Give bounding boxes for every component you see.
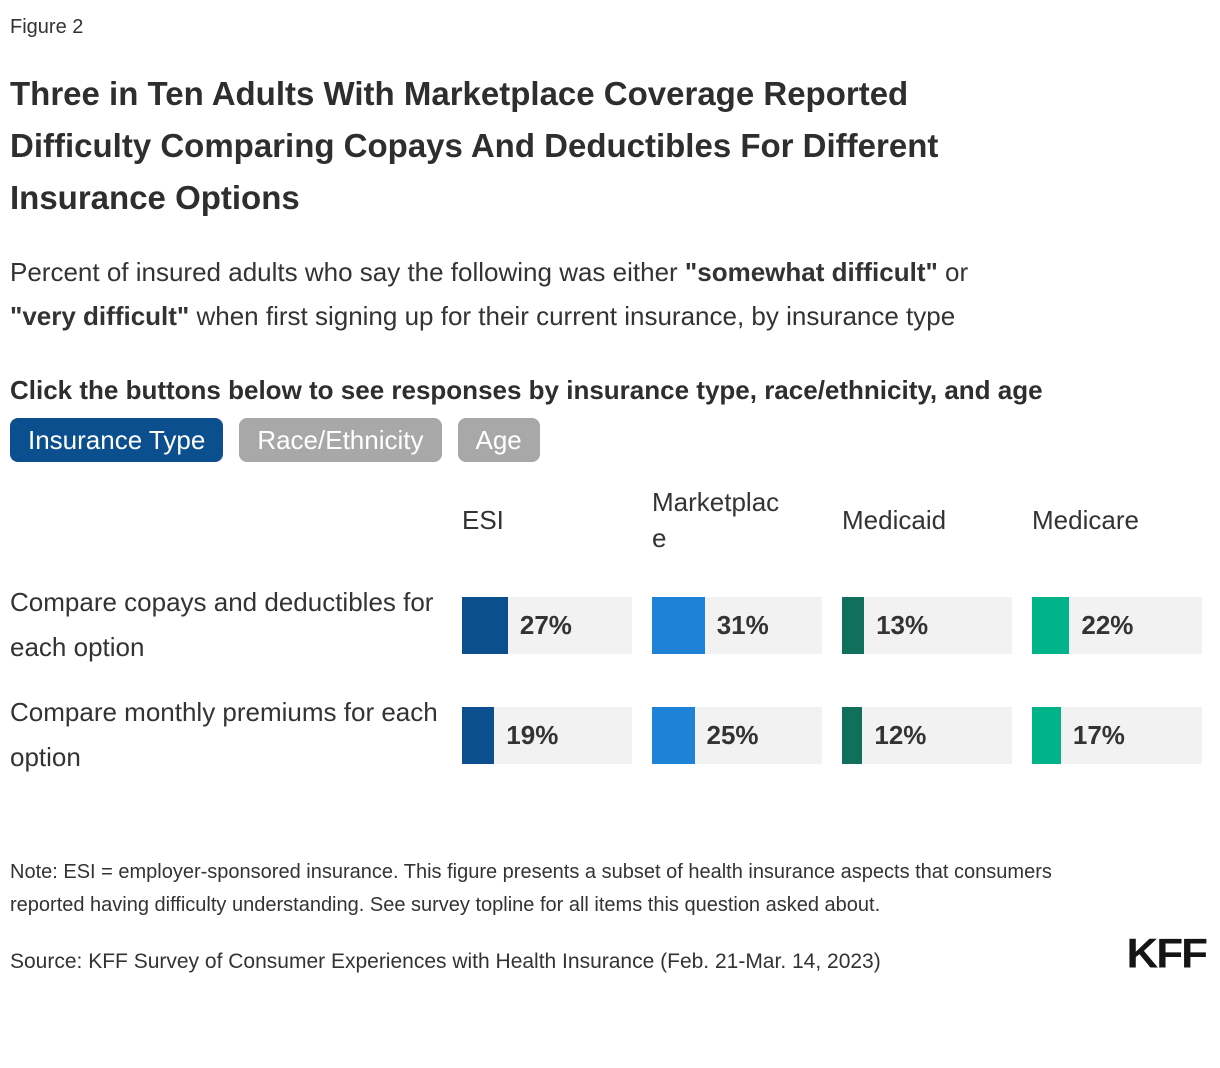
row-label-monthly-premiums: Compare monthly premiums for each option <box>10 697 438 772</box>
table-row: Compare monthly premiums for each option… <box>10 690 1208 780</box>
race-ethnicity-button[interactable]: Race/Ethnicity <box>239 418 442 462</box>
column-header-medicare: Medicare <box>1032 504 1139 535</box>
bar-value-label: 22% <box>1081 609 1134 640</box>
kff-logo: KFF <box>1126 930 1208 977</box>
bar-medicare-copays: 22% <box>1032 596 1202 654</box>
instruction-text: Click the buttons below to see responses… <box>10 375 1043 405</box>
subtitle: Percent of insured adults who say the fo… <box>10 250 1040 338</box>
view-toggle-buttons: Insurance Type Race/Ethnicity Age <box>10 418 1208 462</box>
bar-fill <box>462 596 508 654</box>
source-row: Source: KFF Survey of Consumer Experienc… <box>10 930 1208 977</box>
subtitle-segment: when first signing up for their current … <box>189 301 956 331</box>
figure-label: Figure 2 <box>10 16 84 38</box>
column-header-marketplace: Marketplace <box>652 487 780 553</box>
bar-value-label: 13% <box>876 609 929 640</box>
bar-chart: ESI Marketplace Medicaid Medicare Compar… <box>10 478 1208 780</box>
bar-marketplace-copays: 31% <box>652 596 822 654</box>
subtitle-segment-bold: "somewhat difficult" <box>684 257 938 287</box>
source-text: Source: KFF Survey of Consumer Experienc… <box>10 949 881 973</box>
table-row: Compare copays and deductibles for each … <box>10 580 1208 670</box>
bar-value-label: 31% <box>716 609 769 640</box>
bar-medicaid-premiums: 12% <box>842 706 1012 764</box>
figure-page: Figure 2 Three in Ten Adults With Market… <box>10 16 1208 977</box>
bar-value-label: 19% <box>506 719 559 750</box>
bar-medicaid-copays: 13% <box>842 596 1012 654</box>
bar-value-label: 12% <box>874 719 927 750</box>
bar-value-label: 25% <box>706 719 759 750</box>
column-header-esi: ESI <box>462 504 504 535</box>
row-label-copays-deductibles: Compare copays and deductibles for each … <box>10 587 434 662</box>
bar-fill <box>1032 706 1061 764</box>
bar-fill <box>462 706 495 764</box>
bar-fill <box>652 596 705 654</box>
bar-value-label: 17% <box>1072 719 1125 750</box>
age-button[interactable]: Age <box>457 418 540 462</box>
bar-esi-copays: 27% <box>462 596 632 654</box>
subtitle-segment-bold: "very difficult" <box>10 301 190 331</box>
bar-value-label: 27% <box>519 609 572 640</box>
insurance-type-button[interactable]: Insurance Type <box>10 418 224 462</box>
bar-marketplace-premiums: 25% <box>652 706 822 764</box>
bar-fill <box>1032 596 1070 654</box>
subtitle-segment: or <box>937 257 969 287</box>
column-header-row: ESI Marketplace Medicaid Medicare <box>10 478 1208 562</box>
bar-fill <box>842 596 865 654</box>
note-text: Note: ESI = employer-sponsored insurance… <box>10 861 1052 916</box>
page-title: Three in Ten Adults With Marketplace Cov… <box>10 75 939 216</box>
bar-fill <box>842 706 863 764</box>
subtitle-segment: Percent of insured adults who say the fo… <box>10 257 685 287</box>
bar-fill <box>652 706 695 764</box>
bar-esi-premiums: 19% <box>462 706 632 764</box>
bar-medicare-premiums: 17% <box>1032 706 1202 764</box>
column-header-medicaid: Medicaid <box>842 504 947 535</box>
